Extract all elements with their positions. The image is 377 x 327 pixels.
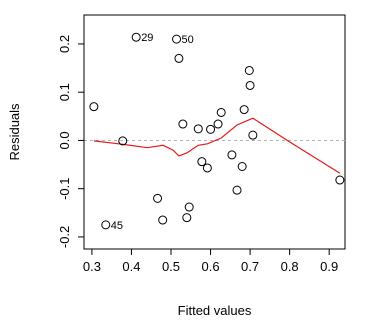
x-tick-label: 0.9 — [320, 259, 338, 274]
x-tick-label: 0.6 — [202, 259, 220, 274]
data-point — [197, 157, 207, 167]
data-point — [202, 163, 212, 173]
x-axis: 0.3 0.4 0.5 0.6 0.7 0.8 0.9 — [83, 248, 338, 274]
data-point — [232, 185, 242, 195]
data-point — [213, 119, 223, 129]
data-point — [245, 80, 255, 90]
data-point — [182, 213, 192, 223]
data-point — [244, 65, 254, 75]
y-axis-title: Residuals — [7, 103, 22, 161]
data-point — [158, 215, 168, 225]
point-label: 50 — [182, 34, 194, 46]
y-tick-label: -0.2 — [57, 226, 72, 248]
x-tick-label: 0.8 — [281, 259, 299, 274]
plot-frame — [83, 14, 346, 250]
data-point — [193, 124, 203, 134]
smooth-line-layer — [93, 117, 341, 174]
data-point — [216, 107, 226, 117]
data-point — [101, 220, 111, 230]
smooth-line — [93, 117, 341, 174]
points-layer: 45 29 50 — [89, 32, 345, 232]
data-point — [248, 130, 258, 140]
x-tick-label: 0.7 — [241, 259, 259, 274]
x-tick-label: 0.5 — [162, 259, 180, 274]
data-point — [153, 193, 163, 203]
y-tick-label: 0.1 — [57, 83, 72, 101]
x-axis-title: Fitted values — [178, 303, 252, 318]
data-point — [172, 34, 182, 44]
data-point — [206, 124, 216, 134]
data-point — [184, 202, 194, 212]
data-point — [178, 119, 188, 129]
point-label: 29 — [141, 32, 153, 44]
point-label: 45 — [111, 220, 123, 232]
data-point — [239, 105, 249, 115]
y-tick-label: -0.1 — [57, 177, 72, 199]
x-tick-label: 0.3 — [83, 259, 101, 274]
data-point — [227, 150, 237, 160]
data-point — [118, 136, 128, 146]
x-tick-label: 0.4 — [122, 259, 140, 274]
data-point — [131, 32, 141, 42]
data-point — [174, 53, 184, 63]
data-point — [237, 161, 247, 171]
data-point — [89, 102, 99, 112]
y-axis: -0.2 -0.1 0.0 0.1 0.2 — [57, 35, 85, 248]
y-tick-label: 0.2 — [57, 35, 72, 53]
y-tick-label: 0.0 — [57, 131, 72, 149]
data-point — [335, 175, 345, 185]
